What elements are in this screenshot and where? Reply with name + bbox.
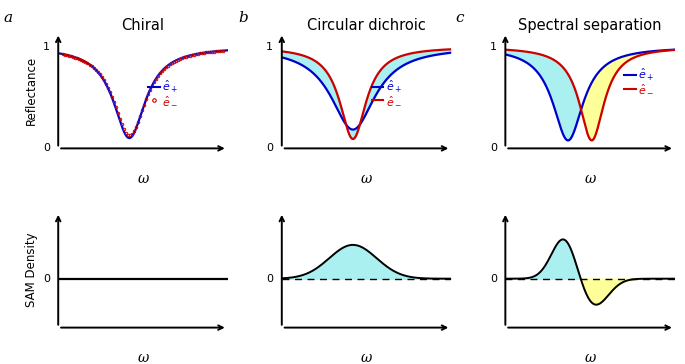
Text: ω: ω <box>584 351 596 364</box>
Text: Reflectance: Reflectance <box>25 56 38 125</box>
Text: ω: ω <box>137 351 149 364</box>
Text: ω: ω <box>584 171 596 186</box>
Text: ω: ω <box>361 351 372 364</box>
Text: 1: 1 <box>266 42 273 52</box>
Title: Spectral separation: Spectral separation <box>519 18 662 33</box>
Text: $\hat{e}_+$: $\hat{e}_+$ <box>162 79 179 95</box>
Title: Chiral: Chiral <box>121 18 164 33</box>
Text: 0: 0 <box>266 143 273 153</box>
Text: a: a <box>3 11 12 25</box>
Text: $\hat{e}_-$: $\hat{e}_-$ <box>386 94 402 107</box>
Text: ω: ω <box>137 171 149 186</box>
Text: c: c <box>456 11 464 25</box>
Text: $\hat{e}_+$: $\hat{e}_+$ <box>386 79 402 95</box>
Text: 0: 0 <box>266 274 273 284</box>
Text: 0: 0 <box>42 274 50 284</box>
Text: $\hat{e}_+$: $\hat{e}_+$ <box>638 67 654 83</box>
Text: b: b <box>238 11 248 25</box>
Text: 0: 0 <box>490 274 497 284</box>
Text: $\hat{e}_-$: $\hat{e}_-$ <box>162 94 179 107</box>
Text: SAM Density: SAM Density <box>25 233 38 307</box>
Text: 0: 0 <box>490 143 497 153</box>
Text: 1: 1 <box>490 42 497 52</box>
Text: $\hat{e}_-$: $\hat{e}_-$ <box>638 83 654 95</box>
Text: 0: 0 <box>42 143 50 153</box>
Title: Circular dichroic: Circular dichroic <box>307 18 426 33</box>
Text: 1: 1 <box>42 42 50 52</box>
Text: ω: ω <box>361 171 372 186</box>
